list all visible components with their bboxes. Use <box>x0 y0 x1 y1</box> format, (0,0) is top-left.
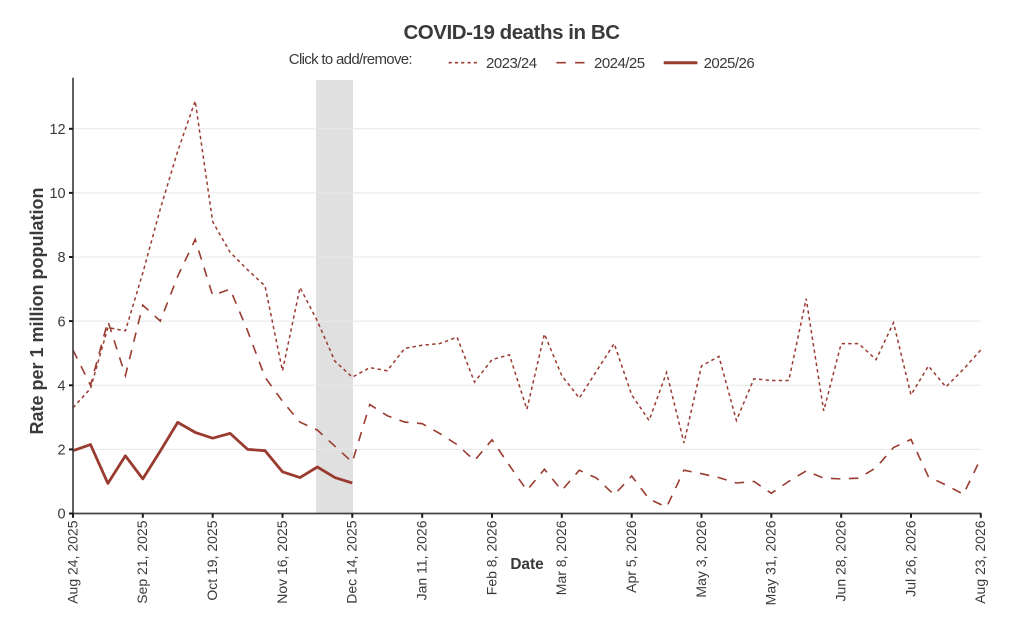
svg-text:12: 12 <box>49 122 65 138</box>
svg-text:COVID-19 deaths in BC: COVID-19 deaths in BC <box>403 21 620 44</box>
svg-text:Rate per 1 million population: Rate per 1 million population <box>27 187 47 434</box>
svg-text:Jan 11, 2026: Jan 11, 2026 <box>414 520 430 600</box>
svg-text:Aug 24, 2025: Aug 24, 2025 <box>64 520 80 604</box>
svg-text:Mar 8, 2026: Mar 8, 2026 <box>553 520 569 595</box>
svg-text:Sep 21, 2025: Sep 21, 2025 <box>134 520 150 604</box>
svg-text:Nov 16, 2025: Nov 16, 2025 <box>274 520 290 603</box>
svg-text:2024/25: 2024/25 <box>594 55 645 72</box>
svg-text:Jun 28, 2026: Jun 28, 2026 <box>833 520 849 601</box>
svg-text:2023/24: 2023/24 <box>486 55 537 72</box>
svg-text:Apr 5, 2026: Apr 5, 2026 <box>623 520 639 593</box>
svg-text:6: 6 <box>58 314 66 330</box>
svg-text:4: 4 <box>58 379 66 395</box>
svg-text:Feb 8, 2026: Feb 8, 2026 <box>483 520 499 595</box>
svg-text:2: 2 <box>58 443 66 459</box>
svg-text:Aug 23, 2026: Aug 23, 2026 <box>972 520 988 604</box>
svg-text:May 3, 2026: May 3, 2026 <box>693 520 709 597</box>
svg-text:0: 0 <box>58 507 66 523</box>
svg-text:2025/26: 2025/26 <box>704 55 755 72</box>
svg-text:May 31, 2026: May 31, 2026 <box>763 520 779 605</box>
svg-text:Oct 19, 2025: Oct 19, 2025 <box>204 520 220 600</box>
svg-text:8: 8 <box>58 250 66 266</box>
svg-text:Click to add/remove:: Click to add/remove: <box>289 51 412 68</box>
svg-text:10: 10 <box>49 186 65 202</box>
svg-text:Dec 14, 2025: Dec 14, 2025 <box>344 520 360 603</box>
svg-text:Date: Date <box>510 556 544 573</box>
svg-text:Jul 26, 2026: Jul 26, 2026 <box>902 520 918 596</box>
